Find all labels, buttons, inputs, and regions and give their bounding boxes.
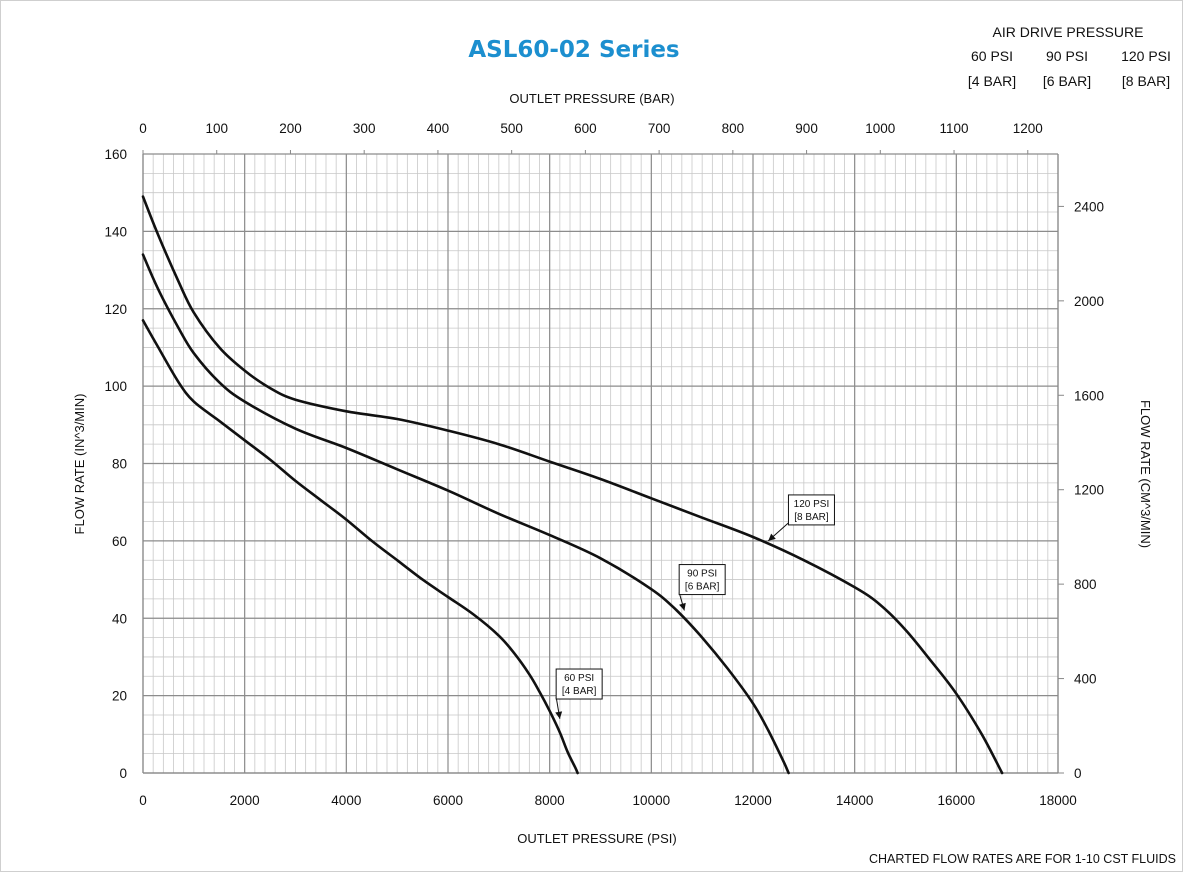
legend-title: AIR DRIVE PRESSURE bbox=[993, 24, 1144, 40]
series-120-psi-curve bbox=[141, 195, 1004, 775]
x2-tick-label: 700 bbox=[648, 121, 671, 136]
x2-tick-label: 100 bbox=[205, 121, 228, 136]
callout-text-line: 90 PSI bbox=[687, 569, 717, 580]
callout-arrowhead bbox=[679, 602, 686, 611]
callout-box bbox=[678, 564, 726, 596]
x2-tick-label: 200 bbox=[279, 121, 302, 136]
series-60-psi-label: 60 PSI [4 BAR] bbox=[555, 668, 603, 719]
x2-tick-label: 1100 bbox=[940, 121, 969, 136]
right-axis-title: FLOW RATE (CM^3/MIN) bbox=[1138, 400, 1153, 548]
x-tick-label: 12000 bbox=[734, 793, 772, 808]
callout-text-line: [8 BAR] bbox=[794, 512, 829, 523]
callout-arrowhead bbox=[555, 711, 563, 719]
x-tick-label: 0 bbox=[139, 793, 147, 808]
callout-text-line: 60 PSI bbox=[564, 673, 594, 684]
legend-bar-8: [8 BAR] bbox=[1122, 73, 1170, 89]
x-tick-label: 10000 bbox=[633, 793, 671, 808]
y-tick-label: 80 bbox=[112, 457, 127, 472]
legend-bar-6: [6 BAR] bbox=[1043, 73, 1091, 89]
y-tick-label: 140 bbox=[104, 224, 127, 239]
legend-psi-90: 90 PSI bbox=[1046, 48, 1088, 64]
y2-tick-label: 2000 bbox=[1074, 294, 1104, 309]
y-tick-label: 60 bbox=[112, 534, 127, 549]
y-tick-label: 20 bbox=[112, 689, 127, 704]
callout-text-line: 120 PSI bbox=[794, 499, 830, 510]
series-120-psi-label: 120 PSI [8 BAR] bbox=[767, 494, 835, 542]
callout-arrowhead bbox=[768, 533, 776, 541]
x2-tick-label: 1000 bbox=[865, 121, 895, 136]
x2-tick-label: 500 bbox=[500, 121, 523, 136]
y2-tick-label: 400 bbox=[1074, 672, 1097, 687]
bottom-axis-title: OUTLET PRESSURE (PSI) bbox=[517, 831, 676, 846]
legend: AIR DRIVE PRESSURE 60 PSI 90 PSI 120 PSI… bbox=[968, 24, 1171, 89]
x2-tick-label: 800 bbox=[722, 121, 745, 136]
y-tick-label: 100 bbox=[104, 379, 127, 394]
callout-text-line: [4 BAR] bbox=[562, 686, 597, 697]
x2-tick-label: 400 bbox=[427, 121, 450, 136]
left-axis-title: FLOW RATE (IN^3/MIN) bbox=[72, 394, 87, 535]
x2-tick-label: 1200 bbox=[1013, 121, 1043, 136]
callout-text-line: [6 BAR] bbox=[685, 582, 720, 593]
x2-tick-label: 0 bbox=[139, 121, 147, 136]
y-tick-label: 40 bbox=[112, 611, 127, 626]
top-axis-title: OUTLET PRESSURE (BAR) bbox=[509, 91, 674, 106]
x-tick-label: 4000 bbox=[331, 793, 361, 808]
y-tick-label: 160 bbox=[104, 147, 127, 162]
chart-title: ASL60-02 Series bbox=[468, 37, 679, 63]
callout-box bbox=[787, 494, 835, 526]
x-tick-label: 18000 bbox=[1039, 793, 1077, 808]
x-tick-label: 14000 bbox=[836, 793, 874, 808]
x2-tick-label: 300 bbox=[353, 121, 376, 136]
curve-labels: 60 PSI [4 BAR] 90 PSI [6 BAR] 120 PSI [8 BAR] bbox=[555, 494, 835, 719]
series-60-psi-curve bbox=[141, 319, 579, 775]
y2-tick-label: 2400 bbox=[1074, 199, 1104, 214]
chart-footnote: CHARTED FLOW RATES ARE FOR 1-10 CST FLUI… bbox=[869, 852, 1176, 866]
grid bbox=[142, 153, 1059, 774]
legend-psi-60: 60 PSI bbox=[971, 48, 1013, 64]
legend-bar-4: [4 BAR] bbox=[968, 73, 1016, 89]
x-tick-label: 16000 bbox=[938, 793, 976, 808]
y2-tick-label: 1600 bbox=[1074, 388, 1104, 403]
x-tick-label: 6000 bbox=[433, 793, 463, 808]
y-tick-label: 120 bbox=[104, 302, 127, 317]
x2-tick-label: 600 bbox=[574, 121, 597, 136]
legend-psi-120: 120 PSI bbox=[1121, 48, 1171, 64]
axes: 0 2000 4000 6000 8000 10000 12000 14000 16000 180… bbox=[104, 121, 1104, 808]
x-tick-label: 2000 bbox=[230, 793, 260, 808]
y2-tick-label: 1200 bbox=[1074, 483, 1104, 498]
x-tick-label: 8000 bbox=[535, 793, 565, 808]
series-90-psi-label: 90 PSI [6 BAR] bbox=[678, 564, 726, 611]
y2-tick-label: 800 bbox=[1074, 577, 1097, 592]
x2-tick-label: 900 bbox=[795, 121, 818, 136]
callout-box bbox=[555, 668, 603, 700]
y-tick-label: 0 bbox=[119, 766, 127, 781]
y2-tick-label: 0 bbox=[1074, 766, 1082, 781]
curves bbox=[141, 195, 1004, 775]
series-90-psi-curve bbox=[141, 253, 790, 775]
